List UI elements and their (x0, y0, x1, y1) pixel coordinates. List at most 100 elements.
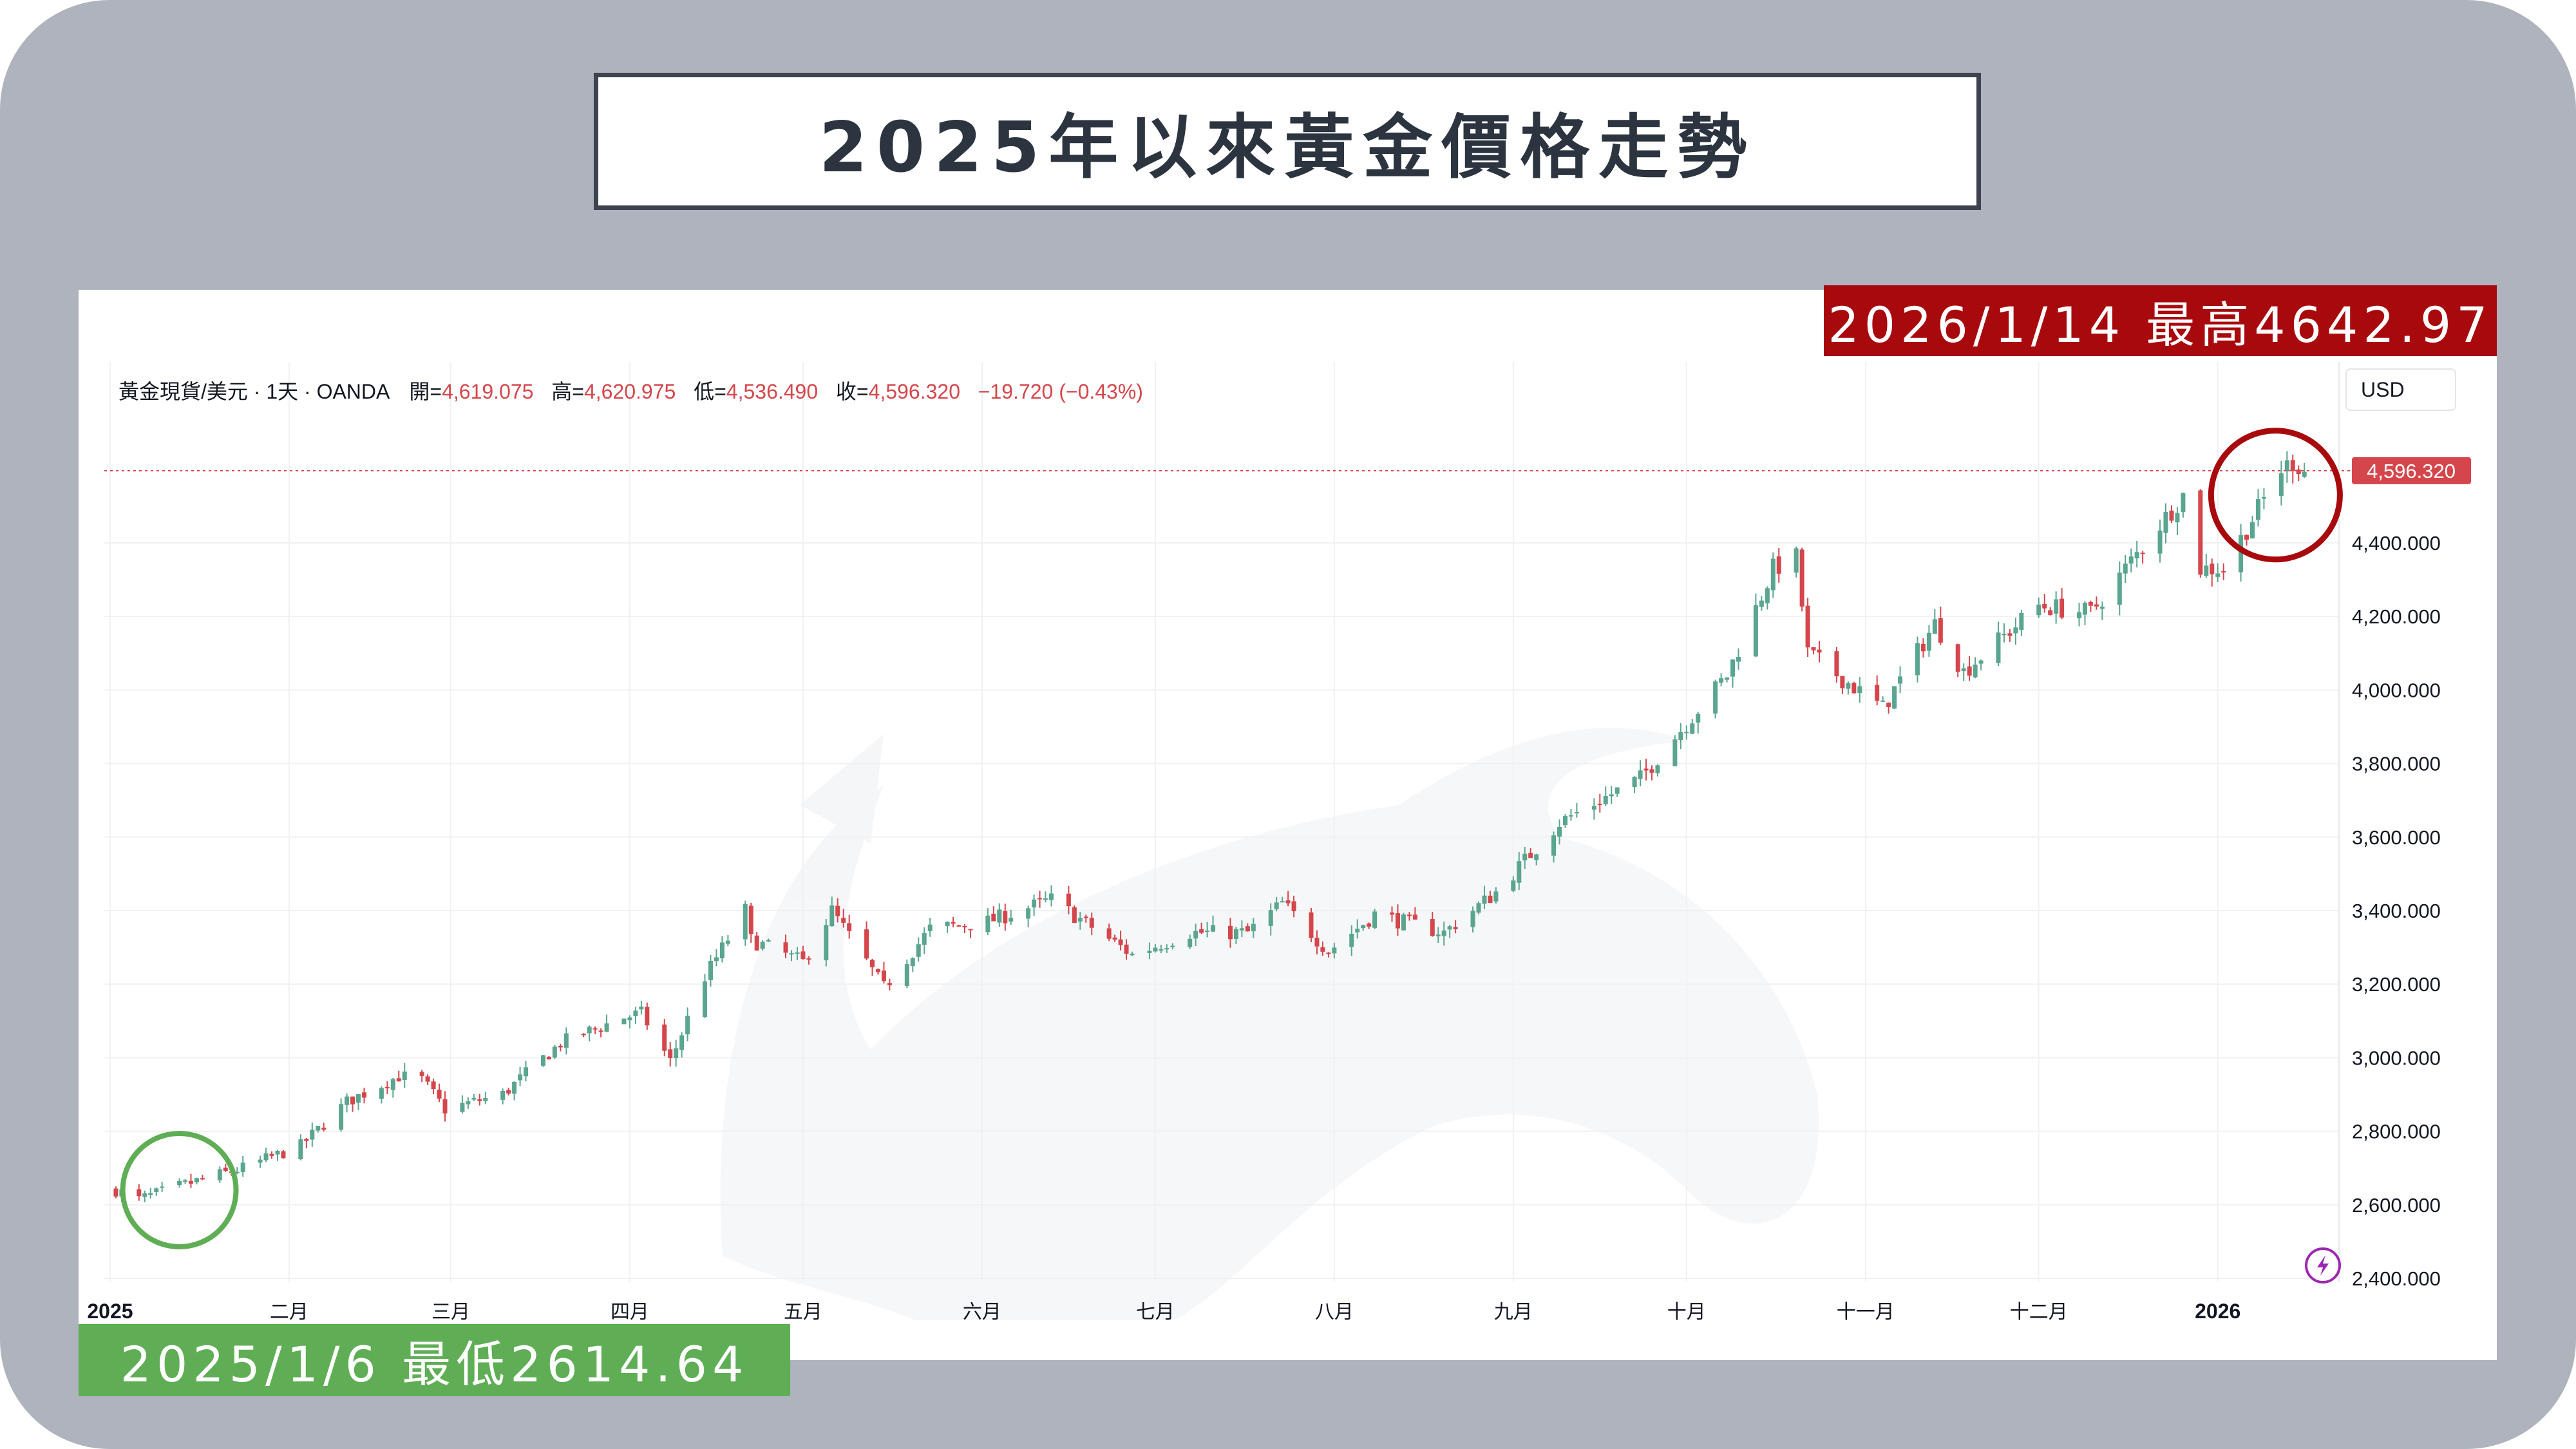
candle (2210, 558, 2215, 587)
candle (1227, 918, 1233, 948)
candle-body (1609, 794, 1614, 797)
candle (1678, 723, 1683, 750)
candle-body (2250, 522, 2255, 539)
candle (2128, 548, 2134, 573)
candle-body (1268, 910, 1273, 926)
candle (148, 1188, 153, 1199)
candle (137, 1184, 142, 1201)
candle (2099, 601, 2105, 621)
candle-body (1037, 898, 1043, 900)
x-tick-label: 六月 (963, 1301, 1001, 1323)
candle-body (356, 1094, 361, 1103)
candle (431, 1078, 436, 1095)
candle-body (1435, 934, 1441, 936)
candle (2255, 489, 2260, 527)
info-bar: 黃金現貨/美元 · 1天 · OANDA 開=4,619.075 高=4,620… (118, 375, 1143, 405)
candle-body (298, 1139, 303, 1160)
candle-body (1112, 937, 1117, 940)
candle-body (1719, 678, 1724, 683)
currency-label: USD (2361, 377, 2405, 401)
candle-body (1153, 947, 1158, 952)
candle (875, 968, 880, 975)
candle-body (1996, 632, 2001, 663)
candle-body (1643, 768, 1649, 771)
candle (1268, 903, 1273, 936)
candle (1799, 547, 1804, 612)
candle (887, 978, 892, 990)
candle-body (685, 1016, 690, 1035)
candle (1274, 896, 1279, 912)
candle (1978, 659, 1984, 670)
candle-body (1961, 668, 1966, 672)
candle-body (2210, 564, 2215, 574)
candle (1401, 913, 1406, 931)
candle-body (2036, 604, 2041, 616)
symbol-label[interactable]: 黃金現貨/美元 · 1天 · OANDA (118, 380, 389, 403)
candle (1528, 848, 1533, 858)
candle-body (384, 1086, 390, 1088)
candle-body (627, 1017, 632, 1021)
candle-body (1072, 907, 1077, 923)
candle-body (194, 1178, 199, 1182)
candle (2244, 534, 2249, 546)
candle-body (1736, 656, 1741, 662)
svg-text:4,596.320: 4,596.320 (2367, 460, 2456, 482)
candle (2134, 540, 2139, 568)
candle (1522, 847, 1528, 869)
candle-body (1066, 893, 1071, 907)
candle (142, 1190, 147, 1202)
candle-body (1852, 683, 1857, 694)
x-tick-label: 2025 (87, 1300, 133, 1323)
candle-body (2198, 490, 2203, 575)
candle (263, 1148, 269, 1162)
lightning-icon[interactable] (2305, 1247, 2341, 1283)
candle (1615, 787, 1620, 797)
candle (345, 1093, 350, 1113)
candle (1776, 547, 1781, 583)
candle (2077, 603, 2082, 627)
candle-body (1285, 900, 1291, 904)
x-tick-label: 九月 (1494, 1301, 1533, 1323)
candle (1690, 719, 1695, 735)
candle (1915, 636, 1920, 683)
candle (1170, 943, 1175, 950)
candle-body (281, 1151, 286, 1159)
candle (674, 1039, 679, 1067)
candle-body (1048, 893, 1054, 900)
candle (1164, 944, 1170, 953)
candle-body (783, 942, 788, 953)
candle (685, 1007, 690, 1041)
candle (1753, 593, 1758, 658)
candle-body (160, 1186, 165, 1188)
candle-body (2060, 598, 2065, 618)
candle-body (240, 1162, 245, 1172)
candle (714, 949, 719, 967)
candle (356, 1094, 361, 1110)
candle-body (2048, 610, 2053, 615)
candle-body (881, 971, 886, 981)
candle (1967, 656, 1972, 681)
x-tick-label: 十月 (1667, 1301, 1706, 1323)
candle-body (460, 1103, 465, 1112)
candle (1805, 598, 1810, 658)
candle-body (829, 905, 835, 927)
candle (2163, 503, 2168, 544)
candle-body (621, 1018, 627, 1025)
candle (1875, 675, 1880, 706)
candle-body (1401, 914, 1406, 931)
candle-body (2088, 601, 2093, 606)
candle-body (183, 1180, 188, 1182)
candle-body (1846, 683, 1851, 689)
candle (592, 1026, 598, 1034)
candle (1153, 943, 1158, 953)
candle (841, 909, 846, 928)
candle (1077, 912, 1083, 930)
candle-body (2215, 573, 2221, 577)
candle-body (1655, 765, 1660, 773)
candlestick-chart: 2,400.000 2,600.000 2,800.000 3,000.000 3,20… (87, 362, 2471, 1323)
candle-body (1453, 927, 1458, 929)
currency-button[interactable]: USD (2345, 368, 2456, 411)
candle-body (1488, 895, 1493, 904)
x-tick-label: 五月 (784, 1301, 822, 1323)
candle (1696, 712, 1701, 734)
